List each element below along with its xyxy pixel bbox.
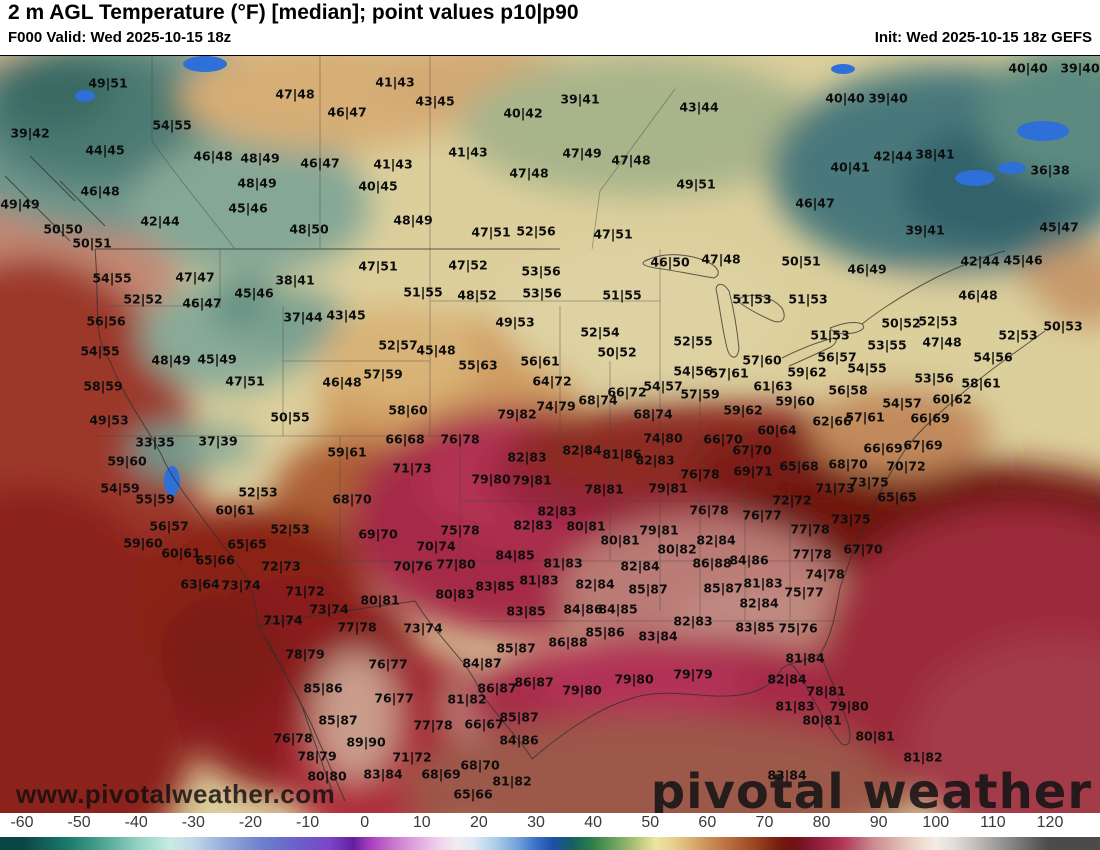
colorbar-tick: 120 bbox=[1036, 814, 1064, 831]
header: 2 m AGL Temperature (°F) [median]; point… bbox=[0, 0, 1100, 55]
watermark-url: www.pivotalweather.com bbox=[16, 779, 336, 809]
colorbar-tick: 110 bbox=[980, 814, 1006, 831]
colorbar-tick: 100 bbox=[922, 814, 950, 831]
colorbar-tick: -40 bbox=[124, 814, 148, 831]
colorbar: -60 -50 -40 -30 -20 -10 0 10 20 30 40 50 60 70 80 90 100… bbox=[0, 813, 1100, 850]
colorbar-tick: 40 bbox=[584, 814, 603, 831]
colorbar-tick: -50 bbox=[67, 814, 91, 831]
colorbar-tick: -30 bbox=[181, 814, 205, 831]
init-time: Init: Wed 2025-10-15 18z GEFS bbox=[874, 29, 1092, 46]
temperature-field bbox=[0, 56, 1100, 814]
colorbar-tick: 70 bbox=[755, 814, 774, 831]
lakes bbox=[75, 56, 1069, 496]
valid-time: F000 Valid: Wed 2025-10-15 18z bbox=[8, 29, 232, 46]
colorbar-tick: 0 bbox=[360, 814, 370, 831]
map-canvas[interactable]: 49|51 39|42 54|55 44|45 46|48 48|49 48|49 46|48… bbox=[0, 55, 1100, 814]
map-title: 2 m AGL Temperature (°F) [median]; point… bbox=[8, 1, 579, 24]
colorbar-tick: 30 bbox=[527, 814, 545, 831]
colorbar-tick: 60 bbox=[698, 814, 717, 831]
colorbar-tick: 80 bbox=[812, 814, 831, 831]
coastlines bbox=[4, 155, 1046, 802]
colorbar-tick: 20 bbox=[469, 814, 488, 831]
colorbar-tick: 50 bbox=[641, 814, 660, 831]
colorbar-tick: 10 bbox=[412, 814, 431, 831]
watermark-brand: pivotal weather bbox=[650, 764, 1092, 814]
colorbar-tick: -20 bbox=[238, 814, 262, 831]
colorbar-tick: -10 bbox=[295, 814, 320, 831]
state-borders bbox=[95, 56, 840, 622]
colorbar-gradient bbox=[0, 837, 1100, 850]
colorbar-tick: 90 bbox=[869, 814, 888, 831]
colorbar-tick: -60 bbox=[10, 814, 34, 831]
